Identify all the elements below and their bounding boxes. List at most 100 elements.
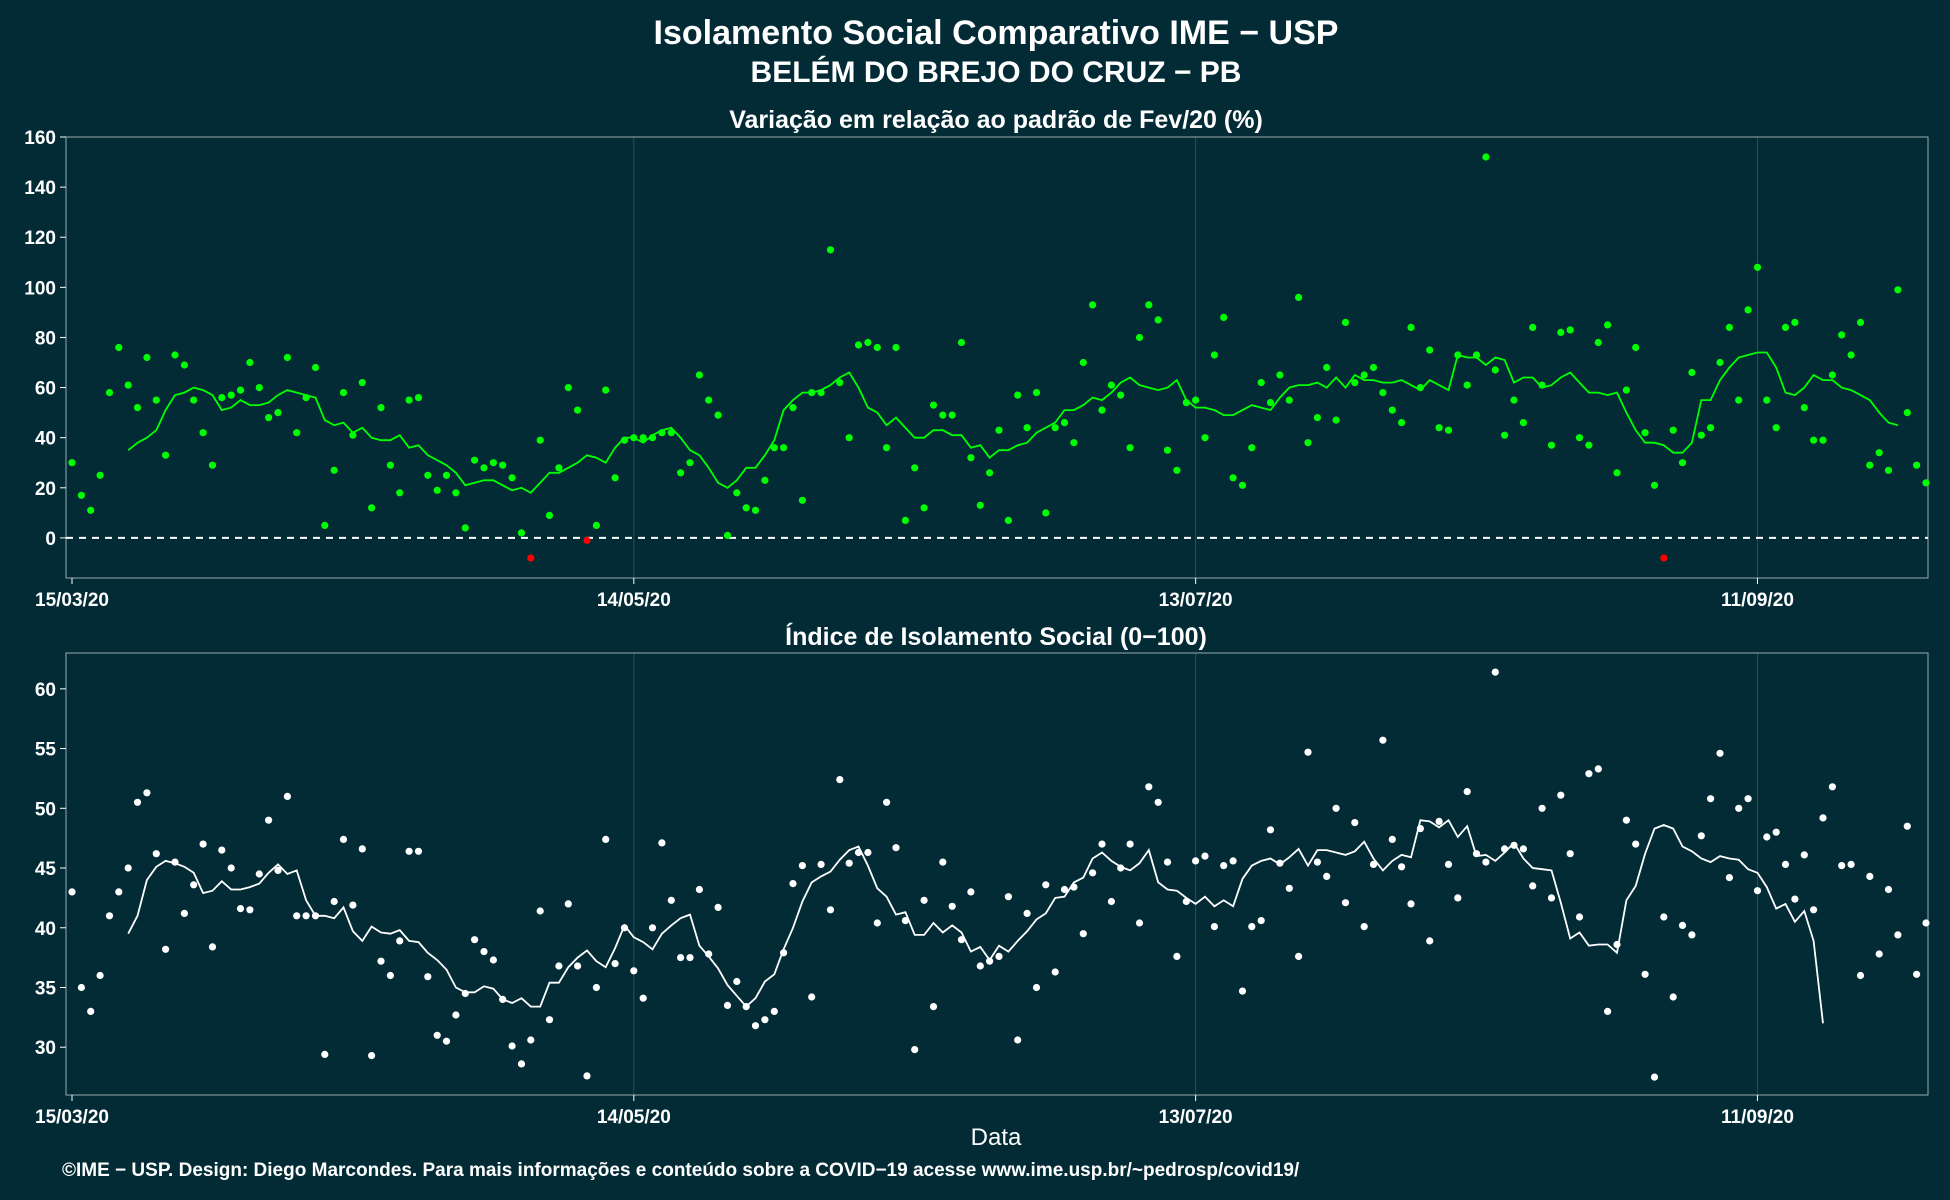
data-point (1866, 872, 1874, 881)
data-point (311, 363, 320, 372)
data-point (1566, 326, 1574, 334)
data-point (1426, 346, 1434, 354)
data-point (1032, 389, 1041, 397)
data-point (1192, 396, 1200, 404)
data-point (1913, 970, 1921, 978)
data-point (1472, 850, 1481, 858)
y-tick-label: 60 (35, 379, 56, 400)
x-tick-label: 14/05/20 (597, 1107, 671, 1128)
data-point (1753, 887, 1762, 895)
data-point (1332, 804, 1340, 812)
data-point (789, 880, 797, 888)
data-point (199, 840, 207, 848)
data-point (1042, 509, 1050, 517)
data-point (1566, 850, 1574, 858)
data-point (218, 394, 226, 402)
data-point (442, 1037, 451, 1045)
y-tick-label: 100 (24, 278, 56, 299)
data-point (761, 1016, 769, 1024)
data-point (1903, 409, 1911, 417)
y-tick-label: 160 (24, 128, 56, 149)
data-point (929, 401, 938, 409)
data-point (957, 338, 966, 347)
data-point (1772, 424, 1780, 432)
data-point (1594, 338, 1602, 347)
x-tick-label: 11/09/20 (1721, 590, 1794, 611)
data-point (349, 901, 357, 909)
data-point (293, 912, 301, 920)
data-point (508, 474, 516, 482)
data-point (911, 1046, 919, 1054)
main-subtitle: BELÉM DO BREJO DO CRUZ − PB (751, 55, 1242, 89)
data-point (152, 850, 160, 858)
data-point (939, 858, 947, 866)
data-point (1266, 399, 1275, 407)
data-point (1379, 389, 1387, 397)
data-point (330, 466, 338, 474)
data-point (1725, 874, 1733, 882)
data-point (1398, 419, 1406, 427)
data-point (1491, 366, 1499, 374)
data-point (1173, 466, 1181, 474)
data-point (948, 902, 956, 910)
data-point (1744, 306, 1752, 314)
data-point (555, 962, 563, 970)
data-point (817, 389, 825, 397)
data-point (592, 983, 601, 992)
y-tick-label: 140 (24, 178, 56, 199)
data-point (1182, 897, 1190, 906)
data-point (1884, 885, 1893, 894)
panel-top-plot: 0 20 40 60 80 100 120 140 160 15/03/20 14/05/20 13/… (24, 128, 1930, 611)
data-point (574, 406, 582, 414)
data-point (1098, 840, 1106, 848)
data-point (574, 962, 582, 970)
data-point (1707, 795, 1715, 803)
data-point (648, 434, 657, 442)
data-point (1388, 835, 1396, 844)
data-point (115, 343, 123, 352)
data-point (883, 798, 891, 806)
data-point (1529, 882, 1537, 890)
data-point (667, 896, 675, 904)
data-point (780, 949, 788, 957)
x-tick-label: 11/09/20 (1721, 1107, 1794, 1128)
y-tick-label: 120 (24, 228, 56, 249)
data-point (1791, 318, 1799, 326)
data-point (424, 471, 432, 479)
data-point (1660, 554, 1668, 562)
data-point (124, 381, 132, 389)
data-point (1622, 386, 1630, 394)
data-point (1014, 391, 1022, 399)
data-point (901, 917, 910, 925)
data-point (1117, 864, 1125, 872)
data-point (1248, 923, 1256, 931)
data-point (1107, 897, 1115, 906)
data-point (611, 474, 619, 482)
data-point (1126, 444, 1134, 452)
data-point (602, 386, 610, 394)
data-point (770, 1007, 778, 1016)
data-point (1716, 358, 1724, 367)
data-point (1248, 444, 1256, 452)
data-point (1089, 869, 1097, 877)
data-point (1369, 860, 1378, 869)
y-tick-label: 20 (35, 479, 56, 500)
data-point (1472, 351, 1481, 359)
data-point (1491, 668, 1499, 676)
data-point (536, 907, 544, 915)
main-title: Isolamento Social Comparativo IME − USP (654, 14, 1339, 52)
data-point (386, 461, 394, 469)
data-point (1866, 461, 1874, 469)
data-point (808, 389, 816, 397)
data-point (1285, 396, 1293, 404)
data-point (471, 456, 479, 464)
data-point (1135, 919, 1144, 927)
data-point (1819, 436, 1827, 444)
data-point (1145, 301, 1153, 309)
data-point (1444, 860, 1453, 869)
data-point (1781, 860, 1790, 869)
data-point (1482, 858, 1490, 866)
data-point (246, 906, 254, 914)
data-point (986, 469, 994, 477)
data-point (1229, 474, 1237, 482)
